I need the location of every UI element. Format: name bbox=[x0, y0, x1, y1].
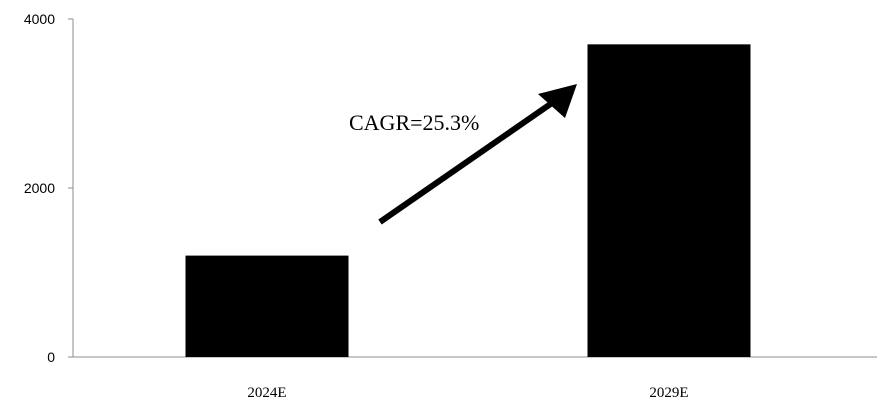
cagr-annotation: CAGR=25.3% bbox=[349, 84, 577, 225]
x-tick-labels: 2024E 2029E bbox=[247, 385, 688, 401]
bar-2024E bbox=[185, 255, 349, 357]
growth-arrow bbox=[378, 91, 569, 225]
cagr-label: CAGR=25.3% bbox=[349, 110, 479, 135]
y-tick-label: 4000 bbox=[24, 11, 55, 27]
x-tick-label: 2029E bbox=[649, 385, 688, 401]
y-tick-label: 0 bbox=[47, 349, 55, 365]
bars bbox=[185, 44, 751, 357]
y-tick-label: 2000 bbox=[24, 180, 55, 196]
bar-2029E bbox=[587, 44, 751, 357]
x-tick-label: 2024E bbox=[247, 385, 286, 401]
growth-arrow-head bbox=[538, 84, 577, 118]
y-ticks: 0 2000 4000 bbox=[24, 11, 73, 365]
